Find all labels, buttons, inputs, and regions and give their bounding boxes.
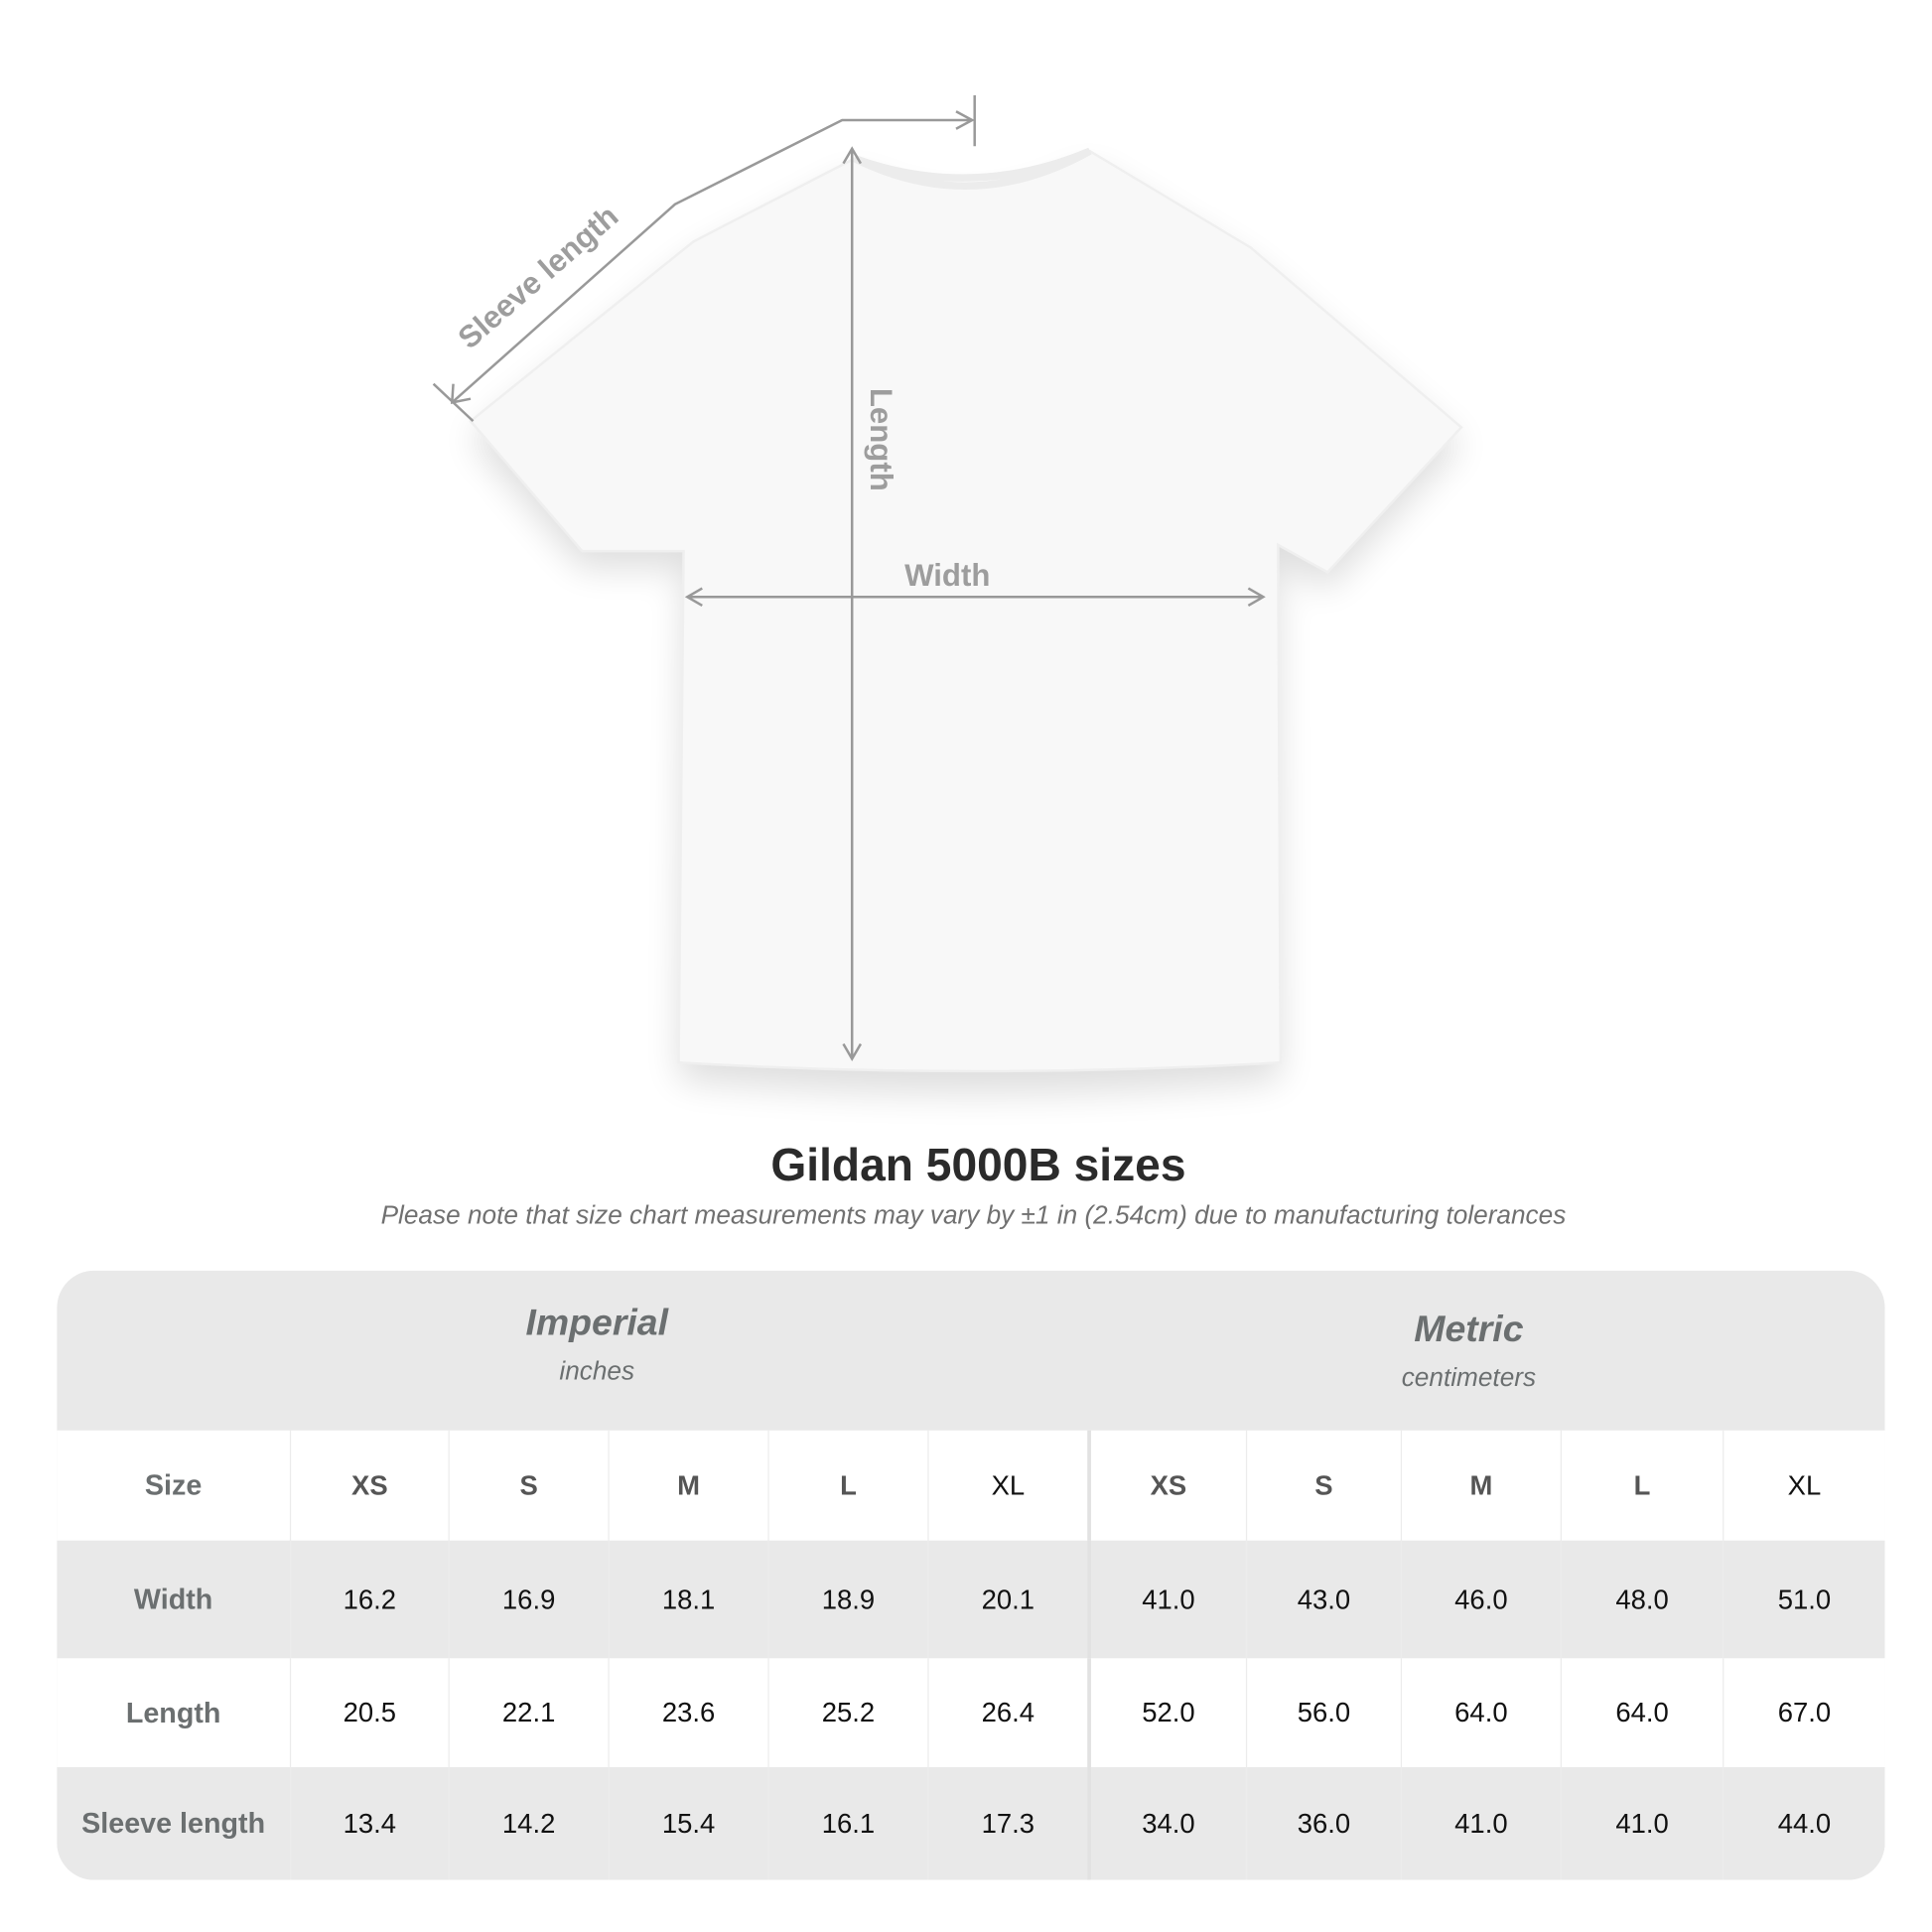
table-cell: 48.0 — [1560, 1540, 1723, 1659]
table-cell: 64.0 — [1560, 1658, 1723, 1768]
table-cell: 20.5 — [289, 1658, 449, 1768]
table-cell: 13.4 — [289, 1767, 449, 1880]
imperial-unit: inches — [559, 1357, 635, 1386]
tshirt-diagram: Sleeve length Length Width — [432, 95, 1463, 1094]
table-cell: 41.0 — [1400, 1767, 1561, 1880]
table-cell: 14.2 — [448, 1767, 609, 1880]
metric-header: Metric centimeters — [1370, 1310, 1569, 1394]
table-cell: 16.1 — [767, 1767, 927, 1880]
metric-unit: centimeters — [1401, 1363, 1537, 1393]
size-header-cell: XL — [927, 1430, 1087, 1541]
chart-subtitle: Please note that size chart measurements… — [380, 1200, 1567, 1230]
table-cell: 16.2 — [289, 1540, 449, 1659]
table-cell: 18.1 — [608, 1540, 767, 1659]
table-cell: 34.0 — [1087, 1767, 1246, 1880]
table-cell: 52.0 — [1087, 1658, 1246, 1768]
table-cell: 46.0 — [1400, 1540, 1561, 1659]
width-label: Width — [904, 558, 990, 593]
size-header-cell: XL — [1723, 1430, 1884, 1541]
table-row: Width 16.2 16.9 18.1 18.9 20.1 41.0 43.0 46.0 48.… — [57, 1540, 1885, 1659]
table-cell: 43.0 — [1245, 1540, 1401, 1659]
table-cell: 56.0 — [1245, 1658, 1401, 1768]
table-cell: 26.4 — [927, 1658, 1087, 1768]
collar — [853, 147, 1092, 190]
size-header-cell: L — [767, 1430, 927, 1541]
row-label: Width — [133, 1583, 213, 1615]
size-header-cell: S — [448, 1430, 609, 1541]
size-label: Size — [144, 1468, 203, 1501]
row-label: Length — [125, 1696, 221, 1728]
tshirt-icon — [469, 149, 1463, 1073]
size-table: Imperial inches Metric centimeters Size X… — [57, 1270, 1885, 1880]
size-header-cell: M — [1400, 1430, 1561, 1541]
table-row: Sleeve length 13.4 14.2 15.4 16.1 17.3 34.0 36.… — [57, 1767, 1885, 1880]
sleeve-arrow — [451, 118, 973, 404]
chart-title: Gildan 5000B sizes — [770, 1139, 1186, 1190]
table-cell: 51.0 — [1723, 1540, 1884, 1659]
size-header-cell: S — [1245, 1430, 1401, 1541]
table-cell: 64.0 — [1400, 1658, 1561, 1768]
imperial-title: Imperial — [525, 1303, 669, 1344]
table-cell: 41.0 — [1560, 1767, 1723, 1880]
table-cell: 36.0 — [1245, 1767, 1401, 1880]
table-row: Length 20.5 22.1 23.6 25.2 26.4 52.0 56.0 64.0 64… — [57, 1658, 1885, 1768]
metric-title: Metric — [1414, 1309, 1524, 1350]
table-cell: 16.9 — [448, 1540, 609, 1659]
table-cell: 15.4 — [608, 1767, 767, 1880]
table-cell: 17.3 — [927, 1767, 1087, 1880]
table-cell: 22.1 — [448, 1658, 609, 1768]
size-header-cell: XS — [289, 1430, 449, 1541]
size-header-cell: XS — [1087, 1430, 1246, 1541]
dimension-arrows — [432, 95, 1266, 1062]
length-label: Length — [864, 388, 898, 491]
table-cell: 23.6 — [608, 1658, 767, 1768]
table-cell: 25.2 — [767, 1658, 927, 1768]
table-cell: 41.0 — [1087, 1540, 1246, 1659]
table-cell: 20.1 — [927, 1540, 1087, 1659]
size-header-row: Size XS S M L XL XS S M L XL — [57, 1430, 1885, 1541]
size-header-cell: M — [608, 1430, 767, 1541]
table-cell: 67.0 — [1723, 1658, 1884, 1768]
size-header-cell: L — [1560, 1430, 1723, 1541]
table-cell: 18.9 — [767, 1540, 927, 1659]
row-label: Sleeve length — [81, 1806, 266, 1840]
imperial-header: Imperial inches — [57, 1303, 1137, 1387]
table-cell: 44.0 — [1723, 1767, 1884, 1880]
